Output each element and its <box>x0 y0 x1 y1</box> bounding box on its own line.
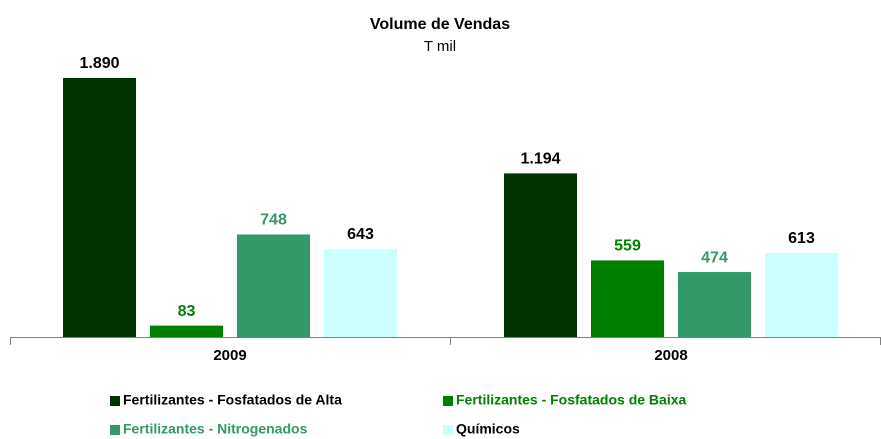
value-label: 83 <box>178 303 196 320</box>
bar <box>324 248 397 337</box>
legend-swatch <box>443 425 453 435</box>
bar <box>150 325 223 337</box>
value-label: 643 <box>347 226 374 243</box>
value-label: 559 <box>614 238 641 255</box>
legend-swatch <box>110 396 120 406</box>
value-label: 748 <box>260 212 287 229</box>
value-label: 1.890 <box>79 55 119 72</box>
value-label: 474 <box>701 249 728 266</box>
legend-swatch <box>110 425 120 435</box>
chart-title: Volume de Vendas <box>370 16 510 33</box>
legend-label: Químicos <box>456 421 520 437</box>
value-label: 1.194 <box>520 151 560 168</box>
x-tick-label: 2008 <box>654 347 687 364</box>
legend-label: Fertilizantes - Nitrogenados <box>123 421 308 437</box>
value-label: 613 <box>788 230 815 247</box>
chart-subtitle: T mil <box>424 38 456 55</box>
bar <box>765 252 838 337</box>
legend-label: Fertilizantes - Fosfatados de Baixa <box>456 392 686 408</box>
bar <box>63 78 136 337</box>
bar <box>678 272 751 337</box>
x-tick-label: 2009 <box>213 347 246 364</box>
bar <box>504 173 577 337</box>
legend-swatch <box>443 396 453 406</box>
bar <box>591 260 664 337</box>
bar <box>237 234 310 337</box>
legend-label: Fertilizantes - Fosfatados de Alta <box>123 392 342 408</box>
